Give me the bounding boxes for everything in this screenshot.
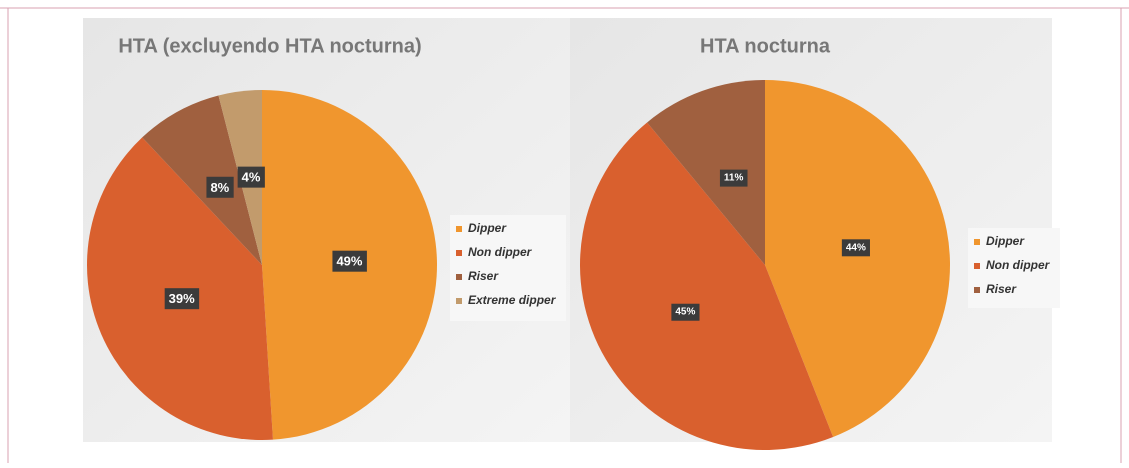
data-label-box	[332, 250, 367, 272]
data-label-box	[237, 166, 265, 188]
legend-label: Riser	[986, 282, 1017, 296]
legend-label: Non dipper	[468, 245, 533, 259]
data-label-text: 44%	[846, 242, 866, 253]
legend-label: Riser	[468, 269, 499, 283]
legend-label: Non dipper	[986, 258, 1051, 272]
legend-label: Dipper	[986, 234, 1025, 248]
data-label-box	[206, 176, 234, 198]
legend-swatch	[974, 287, 980, 293]
legend-swatch	[456, 226, 462, 232]
data-label-box	[841, 239, 870, 257]
legend-swatch	[456, 274, 462, 280]
data-label-text: 8%	[210, 180, 229, 195]
data-label-text: 39%	[169, 291, 195, 306]
data-label: 49%	[332, 250, 367, 272]
data-label: 39%	[164, 288, 200, 310]
data-label-text: 49%	[336, 254, 362, 269]
data-label-box	[671, 303, 700, 321]
legend-swatch	[456, 250, 462, 256]
chart-title: HTA nocturna	[700, 35, 831, 57]
data-label: 8%	[206, 176, 234, 198]
charts: HTA (excluyendo HTA nocturna) 49% 39% 8% 4% D…	[87, 35, 1060, 450]
legend-swatch	[974, 263, 980, 269]
legend-swatch	[974, 239, 980, 245]
data-label: 11%	[719, 169, 748, 187]
data-label-text: 11%	[724, 173, 744, 184]
legend-label: Dipper	[468, 221, 507, 235]
data-label: 4%	[237, 166, 265, 188]
pie-slice	[142, 95, 262, 265]
data-label-text: 45%	[675, 307, 695, 318]
legend-box	[450, 215, 566, 321]
legend-box	[968, 228, 1060, 308]
legend-swatch	[456, 298, 462, 304]
data-label: 45%	[671, 303, 700, 321]
data-label: 44%	[841, 239, 870, 257]
legend-label: Extreme dipper	[468, 293, 557, 307]
chart-title: HTA (excluyendo HTA nocturna)	[118, 35, 421, 57]
data-label-text: 4%	[242, 170, 261, 185]
pie-slice	[647, 80, 765, 265]
data-label-box	[164, 288, 200, 310]
pie-slice	[580, 122, 834, 450]
data-label-box	[719, 169, 748, 187]
pie-slice	[765, 80, 950, 438]
